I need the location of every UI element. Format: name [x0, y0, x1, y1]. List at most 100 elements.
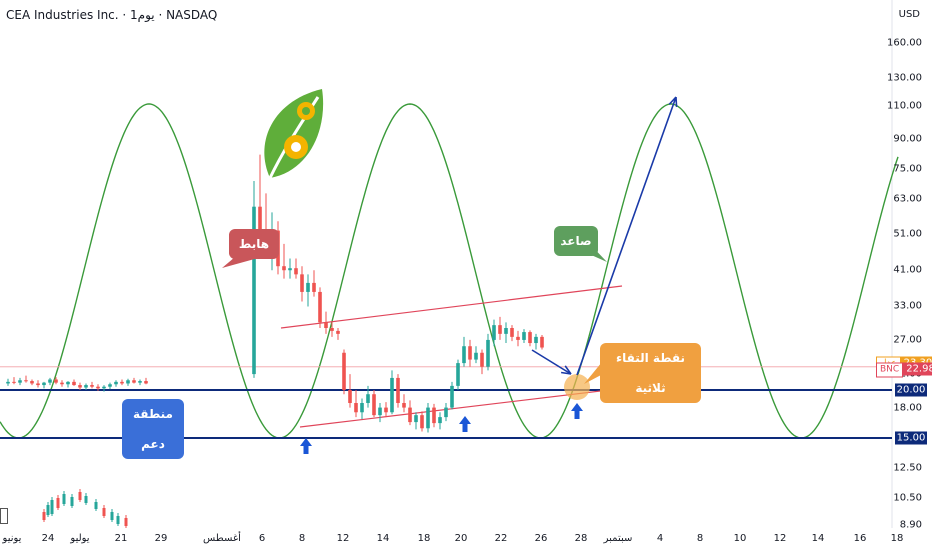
candle	[540, 336, 544, 348]
x-tick-label: 29	[154, 533, 168, 544]
y-tick-label: 27.00	[893, 334, 922, 346]
mini-candle	[102, 508, 106, 516]
x-tick-label: 12	[336, 533, 350, 544]
mini-candle	[124, 518, 128, 526]
candle	[36, 383, 40, 386]
candle	[132, 380, 136, 383]
candle	[288, 268, 292, 271]
candle	[96, 386, 100, 389]
callout-support: منطقة دعم	[122, 399, 184, 459]
candle	[408, 407, 412, 423]
symbol-title[interactable]: CEA Industries Inc. · 1يوم · NASDAQ	[6, 8, 218, 22]
up-arrow-3	[571, 403, 583, 419]
candle	[90, 385, 94, 387]
candle	[78, 385, 82, 388]
cycle-wave	[0, 103, 899, 439]
mini-candle	[116, 516, 120, 524]
candle	[24, 380, 28, 382]
candle	[282, 266, 286, 271]
candle	[144, 381, 148, 384]
x-tick-label: 18	[890, 533, 904, 544]
candle	[444, 407, 448, 418]
price-tag-value: 22.98	[903, 362, 932, 376]
x-tick-label: 6	[258, 533, 266, 544]
candle	[504, 328, 508, 334]
mini-candle	[62, 494, 66, 504]
x-tick-label: سبتمبر	[603, 533, 633, 544]
candle	[354, 403, 358, 413]
candle	[480, 352, 484, 367]
x-tick-label: 20	[454, 533, 468, 544]
candle	[474, 352, 478, 360]
candle	[294, 268, 298, 275]
y-tick-label: 130.00	[887, 72, 922, 84]
x-tick-label: 8	[696, 533, 704, 544]
mini-candle	[46, 505, 50, 515]
candle	[528, 332, 532, 344]
callout-down: هابط	[229, 229, 279, 259]
x-tick-label: 28	[574, 533, 588, 544]
y-tick-label: 90.00	[893, 133, 922, 145]
candle	[72, 381, 76, 386]
candle	[108, 384, 112, 387]
y-tick-label: 10.50	[893, 492, 922, 503]
candle	[54, 379, 58, 383]
x-tick-label: يوليو	[70, 533, 90, 544]
x-tick-label: 4	[656, 533, 664, 544]
currency-label[interactable]: USD	[898, 9, 920, 20]
candle	[534, 336, 538, 344]
candle	[66, 381, 70, 385]
candle	[486, 339, 490, 367]
candle	[402, 403, 406, 408]
x-tick-label: 14	[376, 533, 390, 544]
mini-candle	[70, 497, 74, 506]
candle	[390, 377, 394, 413]
mini-candle	[94, 502, 98, 509]
candle	[396, 377, 400, 404]
price-tag-1: BNC 22.98	[876, 362, 932, 378]
y-tick-label: 41.00	[893, 264, 922, 276]
candle	[426, 407, 430, 429]
x-tick-label: 16	[853, 533, 867, 544]
mini-candle	[42, 512, 46, 520]
candle	[414, 415, 418, 423]
callout-triple: نقطة التقاء ثلاثية	[600, 343, 701, 403]
level-badge: 20.00	[895, 383, 927, 397]
candle	[318, 291, 322, 323]
candle	[300, 274, 304, 292]
callout-up: صاعد	[554, 226, 598, 256]
candle	[360, 403, 364, 413]
candle	[516, 336, 520, 340]
up-arrow-1	[300, 438, 312, 454]
x-tick-label: يونيو	[2, 533, 22, 544]
candle	[330, 328, 334, 331]
x-tick-label: 26	[534, 533, 548, 544]
candle	[114, 381, 118, 385]
candle	[372, 394, 376, 416]
candle	[462, 346, 466, 364]
pane-toggle[interactable]	[0, 508, 8, 524]
y-tick-label: 63.00	[893, 193, 922, 205]
level-badge: 15.00	[895, 431, 927, 445]
candle	[366, 394, 370, 404]
y-tick-label: 12.50	[893, 462, 922, 474]
mini-candle	[50, 500, 54, 514]
candle	[522, 332, 526, 340]
candle	[6, 381, 10, 384]
x-tick-label: 22	[494, 533, 508, 544]
y-tick-label: 18.00	[893, 402, 922, 414]
candle	[12, 381, 16, 383]
candle	[498, 325, 502, 334]
candle	[102, 386, 106, 389]
candle	[432, 407, 436, 424]
candle	[252, 206, 256, 375]
candle	[342, 352, 346, 390]
y-tick-label: 33.00	[893, 300, 922, 312]
y-tick-label: 75.00	[893, 163, 922, 175]
x-tick-label: 24	[41, 533, 55, 544]
projection-arrow	[576, 96, 677, 376]
y-tick-label: 110.00	[887, 100, 922, 112]
x-tick-label: 10	[733, 533, 747, 544]
up-arrow-2	[459, 416, 471, 432]
